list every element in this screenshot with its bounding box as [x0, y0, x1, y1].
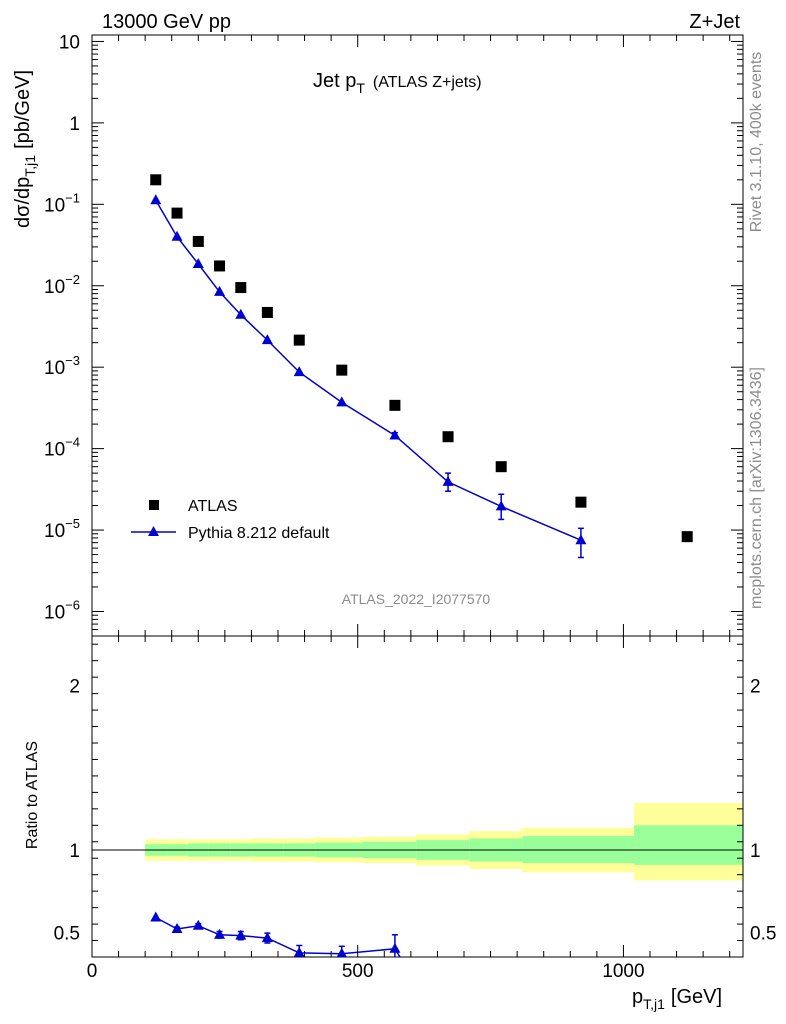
y-tick-label: 10−2 [44, 272, 80, 298]
y-tick-label: 10−6 [44, 597, 80, 623]
atlas-point [192, 235, 204, 247]
legend-mc-label: Pythia 8.212 default [188, 525, 330, 542]
x-tick-label: 1000 [602, 961, 644, 982]
axes [91, 34, 744, 958]
rivet-version-label: Rivet 3.1.10, 400k events [748, 52, 765, 233]
mc-point [575, 534, 587, 545]
analysis-id: ATLAS_2022_I2077570 [342, 591, 491, 607]
plot-title: Jet pT (ATLAS Z+jets) [313, 70, 482, 96]
ratio-panel-frame [91, 635, 744, 958]
x-tick-label: 0 [87, 961, 98, 982]
y-tick-label: 10−5 [44, 516, 80, 542]
data-series [150, 174, 693, 543]
atlas-point [261, 306, 273, 318]
mc-point [389, 429, 401, 440]
mc-point [235, 308, 247, 319]
x-tick-label: 500 [342, 961, 374, 982]
atlas-point [442, 431, 454, 443]
mc-point [442, 475, 454, 486]
axis-ticks [91, 35, 743, 958]
ratio-band-inner [634, 825, 743, 865]
mc-point [214, 285, 226, 296]
ratio-clipped-group [150, 911, 401, 957]
mc-series [150, 194, 587, 559]
atlas-point [293, 334, 305, 346]
legend-mc-marker [148, 526, 159, 536]
atlas-point [336, 364, 348, 376]
ratio-mc-point [150, 911, 162, 922]
y-axis-label: dσ/dpT,j1[pb/GeV] [12, 70, 38, 228]
ratio-mc-point [214, 928, 226, 939]
atlas-point [495, 461, 507, 473]
mcplots-label: mcplots.cern.ch [arXiv:1306.3436] [748, 367, 765, 609]
ratio-series [150, 911, 401, 957]
tick-labels: 10 1 10−1 10−2 10−3 10−4 10−5 10−6 0 500 1000 2 2 1 1 0… [44, 32, 776, 982]
y-tick-label: 1 [69, 114, 80, 135]
y-tick-label: 10−3 [44, 353, 80, 379]
mc-point [336, 396, 348, 407]
header-right: Z+Jet [689, 11, 740, 33]
legend-atlas-label: ATLAS [188, 498, 238, 515]
mc-point [495, 500, 507, 511]
ratio-y-tick-label: 1 [69, 841, 80, 862]
ratio-mc-point [336, 947, 347, 957]
atlas-point [575, 496, 587, 508]
ratio-mc-point [389, 942, 401, 953]
ratio-y-axis-label: Ratio to ATLAS [24, 741, 41, 849]
atlas-point [235, 282, 247, 294]
atlas-point [171, 207, 183, 219]
header-left: 13000 GeV pp [102, 11, 231, 33]
mc-point [171, 230, 183, 241]
atlas-point [681, 531, 693, 543]
y-tick-label: 10−4 [44, 435, 80, 461]
ratio-mc-point [261, 932, 273, 943]
ratio-uncertainty-bands [92, 803, 743, 881]
mc-point [192, 257, 204, 268]
mc-point [261, 334, 273, 345]
main-panel-frame [91, 34, 744, 637]
mc-line [155, 199, 582, 541]
x-axis-label: pT,j1 [GeV] [632, 986, 722, 1012]
atlas-point [150, 174, 162, 186]
y-tick-label: 10−1 [44, 190, 80, 216]
ratio-y-tick-label-right: 2 [750, 676, 761, 697]
mc-point [293, 366, 305, 377]
ratio-y-tick-label: 0.5 [54, 923, 80, 944]
ratio-y-tick-label: 2 [69, 676, 80, 697]
y-tick-label: 10 [59, 32, 80, 53]
ratio-mc-point [192, 919, 204, 930]
mc-point [150, 194, 162, 205]
ratio-mc-point [293, 946, 305, 957]
legend-atlas-marker [149, 500, 159, 510]
atlas-point [389, 399, 401, 411]
ratio-mc-point [171, 923, 183, 934]
atlas-point [214, 260, 226, 272]
ratio-mc-point [235, 929, 247, 940]
ratio-y-tick-label-right: 1 [750, 841, 761, 862]
ratio-mc-line [155, 916, 401, 957]
ratio-y-tick-label-right: 0.5 [750, 923, 776, 944]
